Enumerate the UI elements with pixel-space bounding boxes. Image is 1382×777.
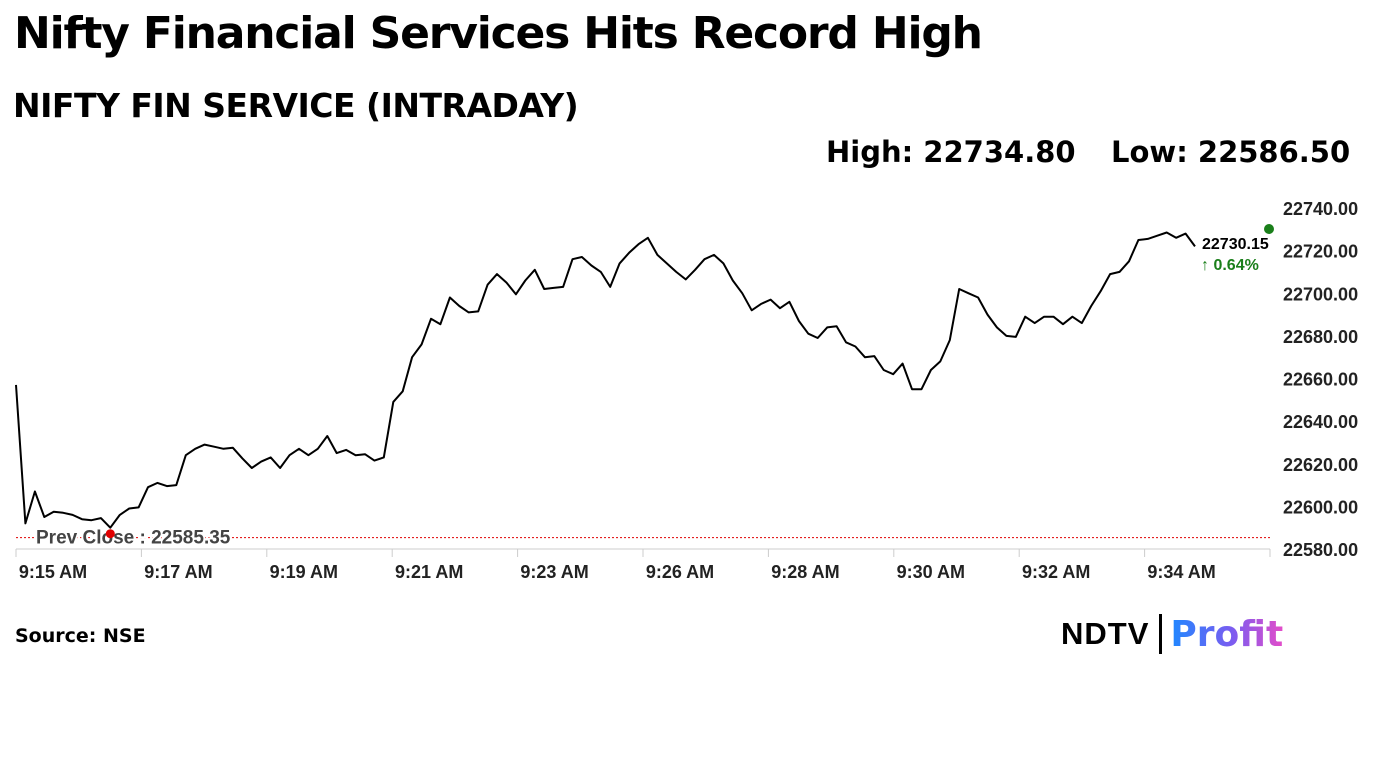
y-tick-label: 22580.00 [1283, 540, 1358, 560]
x-tick-label: 9:21 AM [395, 562, 463, 582]
logo-profit-text: Profit [1170, 613, 1284, 655]
price-series-line [15, 231, 1196, 529]
last-value-label: 22730.15 [1202, 236, 1269, 253]
x-tick-label: 9:23 AM [520, 562, 588, 582]
page-title: Nifty Financial Services Hits Record Hig… [14, 8, 983, 59]
prev-close-label: Prev Close : 22585.35 [36, 528, 231, 549]
logo-divider [1159, 614, 1163, 654]
y-tick-label: 22700.00 [1283, 284, 1358, 304]
low-value: Low: 22586.50 [1111, 135, 1351, 169]
ndtv-profit-logo: NDTV Profit [1061, 612, 1283, 656]
x-tick-label: 9:30 AM [897, 562, 965, 582]
source-note: Source: NSE [15, 625, 146, 647]
x-tick-label: 9:32 AM [1022, 562, 1090, 582]
x-tick-label: 9:17 AM [144, 562, 212, 582]
change-percent-label: ↑ 0.64% [1201, 257, 1259, 274]
prev-close-marker [105, 529, 115, 539]
x-tick-label: 9:34 AM [1147, 562, 1215, 582]
chart-subtitle: NIFTY FIN SERVICE (INTRADAY) [13, 86, 579, 125]
y-tick-label: 22680.00 [1283, 327, 1358, 347]
y-tick-label: 22640.00 [1283, 412, 1358, 432]
x-tick-label: 9:19 AM [270, 562, 338, 582]
intraday-line-chart: 22740.00 22720.00 22700.00 22680.00 22660.00… [15, 199, 1358, 582]
x-tick-label: 9:15 AM [19, 562, 87, 582]
x-axis: 9:15 AM 9:17 AM 9:19 AM 9:21 AM 9:23 AM 9:26 … [15, 549, 1271, 582]
y-tick-label: 22600.00 [1283, 497, 1358, 517]
x-tick-label: 9:26 AM [646, 562, 714, 582]
y-tick-label: 22740.00 [1283, 199, 1358, 219]
last-value-marker [1264, 223, 1274, 234]
y-tick-label: 22720.00 [1283, 242, 1358, 262]
high-value: High: 22734.80 [826, 135, 1076, 169]
y-axis: 22740.00 22720.00 22700.00 22680.00 22660.00… [1283, 199, 1358, 560]
y-tick-label: 22660.00 [1283, 370, 1358, 390]
logo-ndtv-text: NDTV [1061, 616, 1150, 651]
y-tick-label: 22620.00 [1283, 455, 1358, 475]
x-tick-label: 9:28 AM [771, 562, 839, 582]
